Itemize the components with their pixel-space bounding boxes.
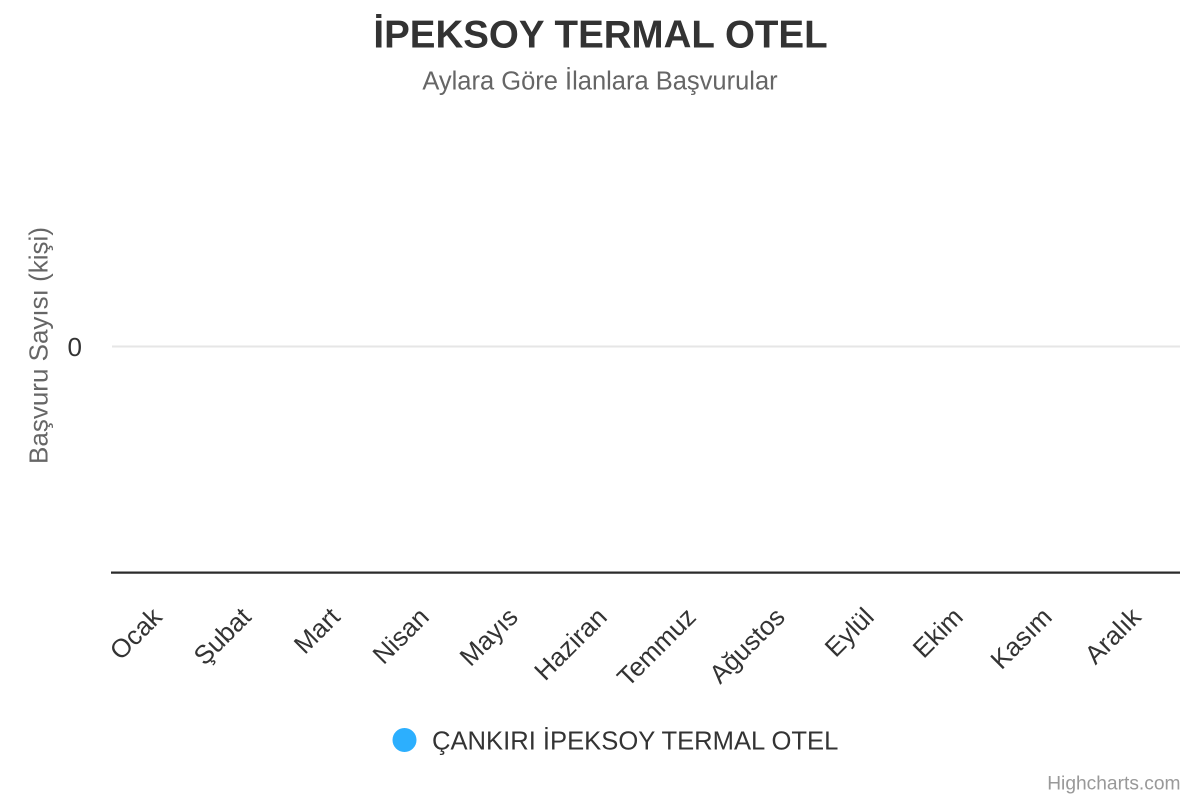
svg-text:ÇANKIRI İPEKSOY TERMAL OTEL: ÇANKIRI İPEKSOY TERMAL OTEL bbox=[432, 727, 838, 756]
svg-text:0: 0 bbox=[68, 332, 82, 362]
svg-text:Başvuru Sayısı (kişi): Başvuru Sayısı (kişi) bbox=[24, 227, 54, 464]
svg-text:Aylara Göre İlanlara Başvurula: Aylara Göre İlanlara Başvurular bbox=[422, 67, 778, 96]
svg-text:Highcharts.com: Highcharts.com bbox=[1047, 774, 1180, 795]
svg-text:İPEKSOY TERMAL OTEL: İPEKSOY TERMAL OTEL bbox=[373, 14, 827, 57]
